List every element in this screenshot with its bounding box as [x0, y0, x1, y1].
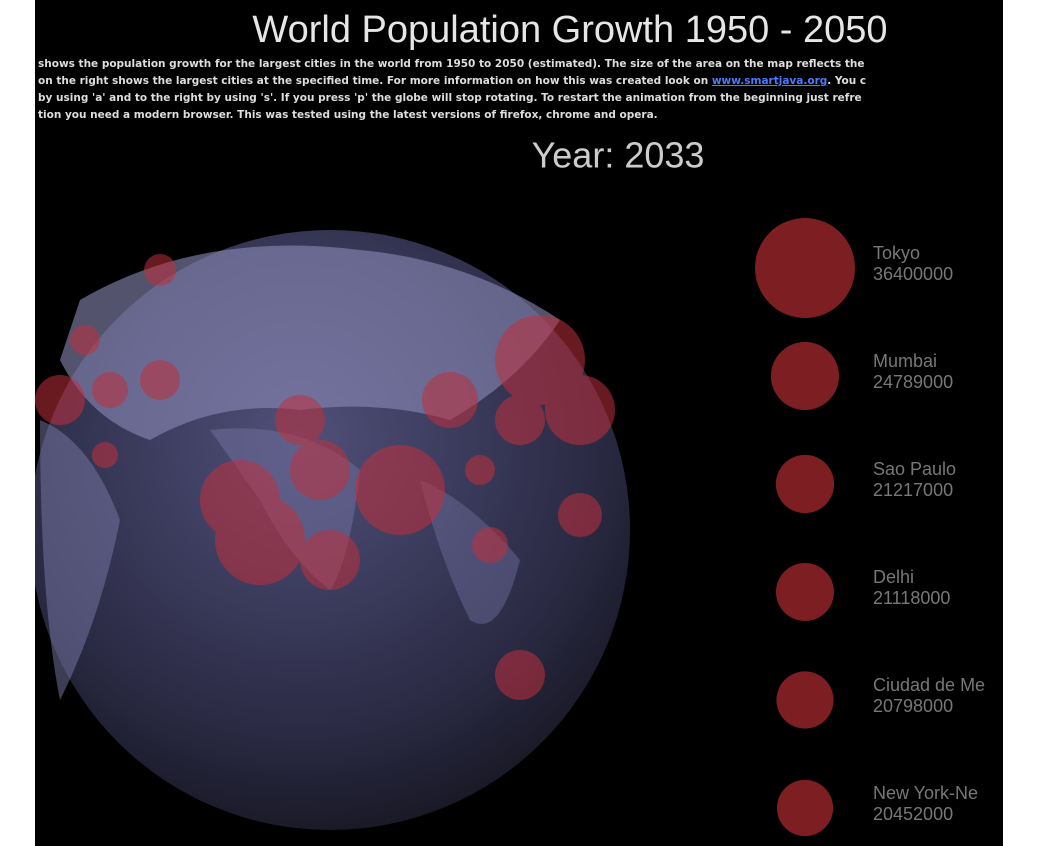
city-name: New York-Ne	[873, 783, 978, 803]
globe	[35, 230, 630, 830]
city-circle	[775, 454, 835, 514]
description-line: tion you need a modern browser. This was…	[38, 109, 658, 121]
city-population: 21118000	[873, 588, 950, 608]
city-circle	[775, 562, 835, 622]
city-name: Delhi	[873, 567, 914, 587]
description-line: on the right shows the largest cities at…	[38, 75, 866, 87]
city-name: Tokyo	[873, 243, 920, 263]
city-population: 36400000	[873, 264, 953, 284]
city-population: 21217000	[873, 480, 953, 500]
description-line: shows the population growth for the larg…	[38, 58, 864, 70]
city-population: 20452000	[873, 804, 953, 824]
city-population: 24789000	[873, 372, 953, 392]
link[interactable]: www.smartjava.org	[712, 75, 827, 87]
description-text: . You c	[827, 75, 866, 87]
city-name: Ciudad de Me	[873, 675, 985, 695]
description-line: by using 'a' and to the right by using '…	[38, 92, 862, 104]
city-name: Mumbai	[873, 351, 937, 371]
city-circle	[776, 779, 834, 837]
year-label: Year: 2033	[532, 135, 705, 176]
city-name: Sao Paulo	[873, 459, 956, 479]
city-circle	[770, 341, 840, 411]
city-circle	[755, 218, 855, 318]
city-population: 20798000	[873, 696, 953, 716]
page-title: World Population Growth 1950 - 2050	[252, 9, 887, 51]
description-text: on the right shows the largest cities at…	[38, 75, 712, 87]
city-circle	[776, 671, 834, 729]
content: World Population Growth 1950 - 2050 show…	[35, 9, 985, 837]
